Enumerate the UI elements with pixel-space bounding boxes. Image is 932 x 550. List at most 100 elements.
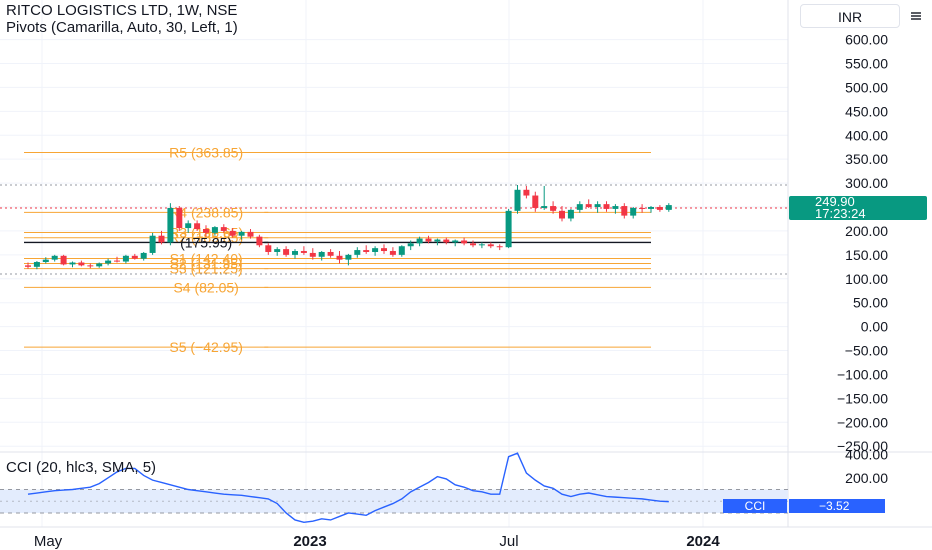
candle-body [51, 255, 58, 260]
candle-body [559, 210, 565, 219]
candle-body [33, 262, 40, 267]
candle-body [318, 251, 325, 257]
price-axis-label: 100.00 [845, 271, 888, 287]
candle-body [621, 206, 628, 216]
pivot-label-s1: S1 (142.40) [170, 250, 243, 266]
menu-icon[interactable] [906, 6, 926, 26]
cci-band [0, 489, 788, 513]
pivot-label-s2: S2 (131.95) [170, 255, 243, 271]
price-axis-label: 400.00 [845, 127, 888, 143]
candle-body [541, 206, 548, 208]
cci-badge-label: CCI [723, 499, 787, 513]
candle-body [114, 260, 120, 262]
price-axis-label: −100.00 [837, 366, 888, 382]
candle-body [576, 204, 583, 210]
time-axis-label: 2023 [293, 533, 326, 550]
candle-body [363, 250, 370, 252]
candle-body [478, 244, 485, 246]
candle-body [630, 207, 637, 216]
candle-body [220, 227, 227, 231]
candle-body [612, 206, 619, 209]
candle-body [407, 243, 414, 247]
candle-body [345, 254, 352, 260]
price-axis-label: 500.00 [845, 79, 888, 95]
cci-axis-label: 200.00 [845, 470, 888, 486]
price-axis-label: 150.00 [845, 247, 888, 263]
candle-body [283, 249, 290, 255]
price-axis-label: −50.00 [845, 343, 888, 359]
price-axis-label: 600.00 [845, 32, 888, 48]
pivot-label-r4: R4 (238.85) [169, 204, 243, 220]
candle-body [665, 205, 672, 210]
last-price-badge: 249.90 17:23:24 [789, 194, 927, 221]
price-axis-label: 50.00 [853, 295, 888, 311]
candle-body [487, 244, 494, 247]
candle-body [381, 248, 387, 252]
candle-body [550, 206, 557, 211]
candle-body [140, 252, 147, 259]
candle-body [265, 245, 272, 252]
pivot-label-s4: S4 (82.05) [173, 279, 238, 295]
candle-body [443, 239, 450, 243]
price-axis-label: −250.00 [837, 438, 888, 454]
currency-button[interactable]: INR [800, 4, 900, 28]
pivots-indicator-label[interactable]: Pivots (Camarilla, Auto, 30, Left, 1) [6, 19, 238, 36]
candle-body [167, 207, 174, 243]
cci-current-value: −3.52 [789, 499, 885, 513]
candle-body [256, 236, 263, 246]
pivot-label-p: (175.95) [180, 234, 232, 250]
candle-body [69, 262, 76, 265]
price-axis-label: 300.00 [845, 175, 888, 191]
candle-body [656, 207, 663, 210]
candle-body [603, 204, 610, 209]
candle-body [594, 204, 601, 208]
price-axis-label: −200.00 [837, 414, 888, 430]
candle-body [247, 231, 254, 237]
price-axis-label: 550.00 [845, 55, 888, 71]
candle-body [25, 265, 31, 267]
pivot-label-s3: S3 (121.25) [170, 261, 243, 277]
candle-body [96, 263, 103, 267]
candle-body [203, 229, 209, 233]
price-axis-label: −150.00 [837, 390, 888, 406]
candle-body [78, 262, 85, 266]
candle-body [496, 246, 503, 248]
price-axis-label: 350.00 [845, 151, 888, 167]
candle-body [354, 250, 361, 255]
candle-body [389, 251, 396, 255]
time-axis-label: May [34, 533, 63, 550]
candle-body [336, 255, 343, 260]
candle-body [639, 207, 646, 209]
time-axis-label: Jul [499, 533, 518, 550]
candle-body [194, 223, 201, 230]
candle-body [300, 251, 307, 253]
candle-body [505, 210, 512, 248]
candle-body [372, 248, 379, 252]
bar-countdown: 17:23:24 [815, 206, 866, 221]
candle-body [238, 231, 245, 236]
candle-body [425, 238, 432, 242]
candle-body [398, 246, 405, 255]
candle-body [158, 235, 165, 243]
candle-body [105, 260, 112, 264]
candle-body [149, 235, 156, 253]
candle-body [60, 255, 67, 265]
last-price-value: 249.90 [815, 194, 855, 209]
time-axis-label: 2024 [686, 533, 720, 550]
cci-indicator-label[interactable]: CCI (20, hlc3, SMA, 5) [6, 459, 157, 476]
candle-body [470, 243, 476, 246]
candle-body [567, 209, 574, 219]
candle-body [585, 204, 592, 208]
candle-body [434, 239, 441, 242]
candle-body [514, 189, 521, 211]
candle-body [87, 265, 94, 267]
candle-body [131, 255, 138, 259]
candle-body [532, 195, 539, 208]
price-axis-label: 0.00 [861, 319, 888, 335]
cci-series-line [27, 452, 669, 524]
candle-body [327, 251, 334, 256]
pivot-label-s5: S5 (−42.95) [169, 339, 243, 355]
candle-body [176, 207, 183, 229]
candle-body [452, 240, 459, 243]
